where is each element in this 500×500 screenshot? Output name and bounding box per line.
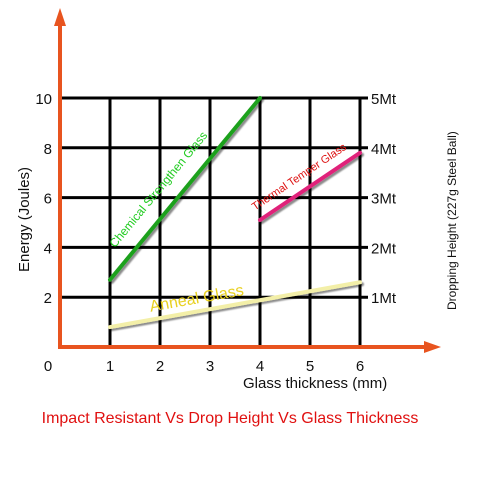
x-tick-label-2: 2 — [156, 358, 164, 375]
x-tick-label-1: 1 — [106, 358, 114, 375]
x-tick-label-4: 4 — [256, 358, 264, 375]
y-tick-label-8: 8 — [44, 141, 52, 158]
right-axis-title: Dropping Height (227g Steel Ball) — [445, 131, 459, 310]
x-axis-arrow — [424, 341, 441, 353]
series-line-thermal-temper-glass — [258, 150, 362, 223]
series-lines: Chemical Strengthen Glass Thermal Temper … — [107, 96, 362, 330]
axes — [54, 8, 441, 353]
y-axis-arrow — [54, 8, 66, 26]
tick-labels: 0 1 2 3 4 5 6 2 4 6 8 10 1Mt 2Mt 3Mt 4Mt 5Mt — [35, 91, 397, 375]
series-label-thermal-temper-glass: Thermal Temper Glass — [250, 141, 349, 213]
y-tick-label-2: 2 — [44, 290, 52, 307]
grid — [60, 96, 368, 347]
y-tick-label-4: 4 — [44, 240, 52, 257]
y2-tick-label-10: 5Mt — [371, 91, 397, 108]
series-line-anneal-glass — [108, 280, 362, 330]
series-line-chemical-strengthen-glass — [108, 96, 262, 282]
chart-caption: Impact Resistant Vs Drop Height Vs Glass… — [41, 410, 419, 427]
x-tick-label-0: 0 — [44, 358, 52, 375]
y-tick-label-10: 10 — [35, 91, 52, 108]
x-tick-label-6: 6 — [356, 358, 364, 375]
y2-tick-label-2: 1Mt — [371, 290, 397, 307]
y-axis-title: Energy (Joules) — [16, 167, 33, 272]
x-tick-label-3: 3 — [206, 358, 214, 375]
x-axis-title: Glass thickness (mm) — [243, 375, 387, 392]
y2-tick-label-8: 4Mt — [371, 141, 397, 158]
y2-tick-label-6: 3Mt — [371, 191, 397, 208]
x-tick-label-5: 5 — [306, 358, 314, 375]
y2-tick-label-4: 2Mt — [371, 240, 397, 257]
y-tick-label-6: 6 — [44, 191, 52, 208]
